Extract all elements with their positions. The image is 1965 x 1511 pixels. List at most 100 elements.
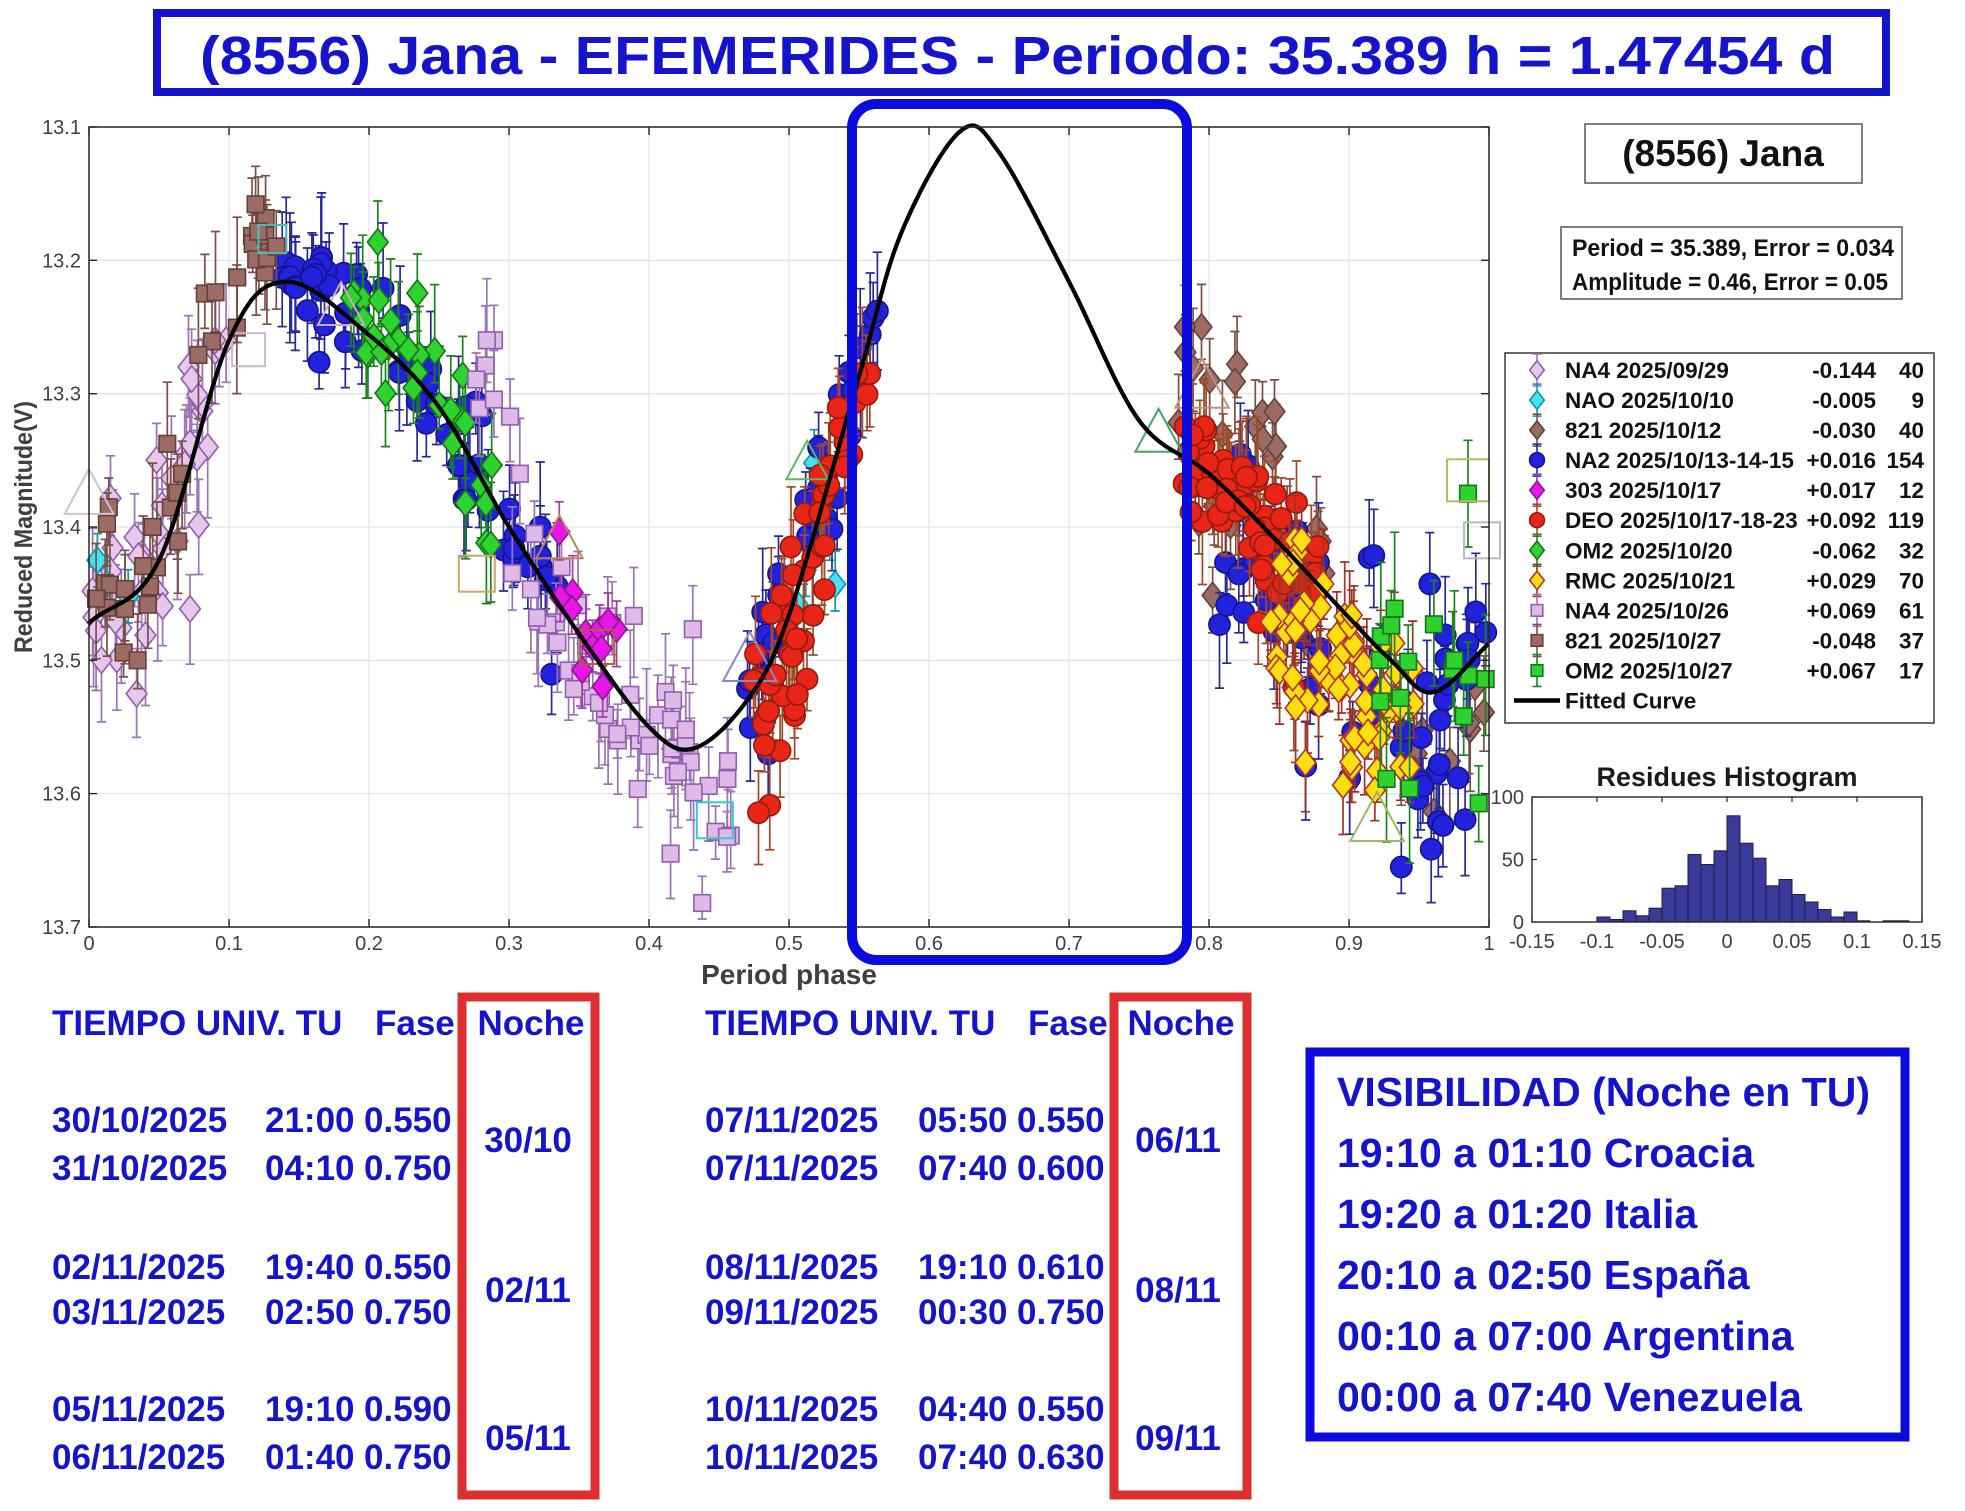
svg-text:07/11/2025: 07/11/2025 [705,1101,878,1140]
svg-text:13.7: 13.7 [42,917,81,939]
svg-text:10/11/2025: 10/11/2025 [705,1438,878,1477]
svg-text:0.550: 0.550 [1017,1390,1105,1429]
svg-text:08/11/2025: 08/11/2025 [705,1248,878,1287]
svg-text:NA4 2025/10/26: NA4 2025/10/26 [1565,598,1729,623]
svg-text:04:40: 04:40 [918,1390,1008,1429]
svg-text:19:20 a 01:20 Italia: 19:20 a 01:20 Italia [1337,1191,1698,1237]
svg-text:19:10: 19:10 [265,1390,355,1429]
svg-text:30/10: 30/10 [484,1121,572,1160]
svg-text:0.750: 0.750 [1017,1293,1105,1332]
svg-text:+0.092: +0.092 [1807,508,1876,533]
svg-text:0.5: 0.5 [775,933,803,955]
svg-text:13.4: 13.4 [42,517,81,539]
svg-text:VISIBILIDAD (Noche en TU): VISIBILIDAD (Noche en TU) [1337,1069,1870,1115]
svg-text:0.550: 0.550 [364,1101,452,1140]
svg-text:0.4: 0.4 [635,933,663,955]
svg-text:821 2025/10/27: 821 2025/10/27 [1565,629,1721,654]
svg-text:303 2025/10/17: 303 2025/10/17 [1565,478,1721,503]
svg-text:13.1: 13.1 [42,117,81,139]
svg-text:0.550: 0.550 [364,1248,452,1287]
svg-text:13.6: 13.6 [42,784,81,806]
svg-text:RMC 2025/10/21: RMC 2025/10/21 [1565,568,1735,593]
svg-text:40: 40 [1899,418,1924,443]
svg-text:-0.062: -0.062 [1812,538,1876,563]
svg-text:10/11/2025: 10/11/2025 [705,1390,878,1429]
svg-text:07:40: 07:40 [918,1149,1008,1188]
svg-text:0: 0 [1721,931,1732,953]
svg-text:00:30: 00:30 [918,1293,1008,1332]
svg-text:100: 100 [1491,787,1524,809]
svg-text:119: 119 [1888,508,1924,533]
svg-text:+0.016: +0.016 [1807,448,1876,473]
svg-text:0.750: 0.750 [364,1293,452,1332]
svg-text:07/11/2025: 07/11/2025 [705,1149,878,1188]
svg-text:+0.029: +0.029 [1807,568,1876,593]
svg-text:Period = 35.389, Error = 0.03: Period = 35.389, Error = 0.034 [1572,235,1895,262]
svg-text:01:40: 01:40 [265,1438,355,1477]
svg-text:05/11: 05/11 [485,1419,571,1458]
svg-text:Amplitude = 0.46, Error = 0.05: Amplitude = 0.46, Error = 0.05 [1572,269,1888,296]
svg-text:03/11/2025: 03/11/2025 [52,1293,225,1332]
svg-text:06/11: 06/11 [1135,1121,1221,1160]
svg-text:06/11/2025: 06/11/2025 [52,1438,225,1477]
svg-text:-0.15: -0.15 [1509,931,1555,953]
svg-text:-0.144: -0.144 [1812,358,1876,383]
svg-text:19:40: 19:40 [265,1248,355,1287]
svg-text:13.2: 13.2 [42,250,81,272]
svg-text:Fitted Curve: Fitted Curve [1565,689,1696,714]
svg-text:0.6: 0.6 [915,933,943,955]
svg-text:09/11: 09/11 [1135,1419,1221,1458]
svg-text:0.750: 0.750 [364,1438,452,1477]
svg-text:Period phase: Period phase [701,959,877,990]
svg-text:12: 12 [1899,478,1924,503]
svg-text:61: 61 [1899,598,1924,623]
svg-text:21:00: 21:00 [265,1101,355,1140]
svg-text:40: 40 [1899,358,1924,383]
svg-text:+0.069: +0.069 [1807,598,1876,623]
svg-text:70: 70 [1899,568,1924,593]
svg-text:154: 154 [1886,448,1924,473]
svg-text:02/11/2025: 02/11/2025 [52,1248,225,1287]
svg-text:37: 37 [1899,629,1924,654]
svg-text:0.1: 0.1 [215,933,243,955]
svg-text:0.630: 0.630 [1017,1438,1105,1477]
svg-text:-0.048: -0.048 [1812,629,1876,654]
svg-text:08/11: 08/11 [1135,1271,1221,1310]
svg-text:07:40: 07:40 [918,1438,1008,1477]
svg-text:DEO 2025/10/17-18-23: DEO 2025/10/17-18-23 [1565,508,1798,533]
svg-text:13.3: 13.3 [42,384,81,406]
svg-text:0.1: 0.1 [1843,931,1871,953]
svg-text:00:10 a 07:00 Argentina: 00:10 a 07:00 Argentina [1337,1313,1795,1359]
svg-text:31/10/2025: 31/10/2025 [52,1149,227,1188]
svg-text:0.7: 0.7 [1055,933,1083,955]
svg-text:0.05: 0.05 [1773,931,1812,953]
svg-text:19:10 a 01:10 Croacia: 19:10 a 01:10 Croacia [1337,1130,1755,1176]
svg-text:-0.05: -0.05 [1639,931,1685,953]
svg-text:04:10: 04:10 [265,1149,355,1188]
svg-text:-0.030: -0.030 [1812,418,1876,443]
svg-text:Residues Histogram: Residues Histogram [1596,762,1857,792]
svg-text:TIEMPO UNIV. TU: TIEMPO UNIV. TU [52,1004,342,1043]
svg-text:0.610: 0.610 [1017,1248,1105,1287]
svg-text:OM2 2025/10/27: OM2 2025/10/27 [1565,659,1733,684]
svg-text:32: 32 [1899,538,1924,563]
svg-text:0.2: 0.2 [355,933,383,955]
svg-text:-0.005: -0.005 [1812,388,1876,413]
svg-text:0: 0 [83,933,94,955]
svg-text:0.9: 0.9 [1335,933,1363,955]
svg-text:02:50: 02:50 [265,1293,355,1332]
svg-text:(8556) Jana - EFEMERIDES - Per: (8556) Jana - EFEMERIDES - Periodo: 35.3… [200,26,1835,86]
svg-text:0.590: 0.590 [364,1390,452,1429]
svg-text:09/11/2025: 09/11/2025 [705,1293,878,1332]
svg-text:NA2 2025/10/13-14-15: NA2 2025/10/13-14-15 [1565,448,1794,473]
svg-text:(8556) Jana: (8556) Jana [1622,133,1824,174]
svg-text:02/11: 02/11 [485,1271,571,1310]
svg-text:Noche: Noche [478,1004,585,1043]
svg-text:Reduced Magnitude(V): Reduced Magnitude(V) [10,401,38,653]
svg-text:9: 9 [1911,388,1924,413]
svg-text:+0.017: +0.017 [1807,478,1876,503]
svg-text:Noche: Noche [1128,1004,1235,1043]
svg-text:+0.067: +0.067 [1807,659,1876,684]
svg-text:-0.1: -0.1 [1580,931,1614,953]
svg-text:821 2025/10/12: 821 2025/10/12 [1565,418,1721,443]
